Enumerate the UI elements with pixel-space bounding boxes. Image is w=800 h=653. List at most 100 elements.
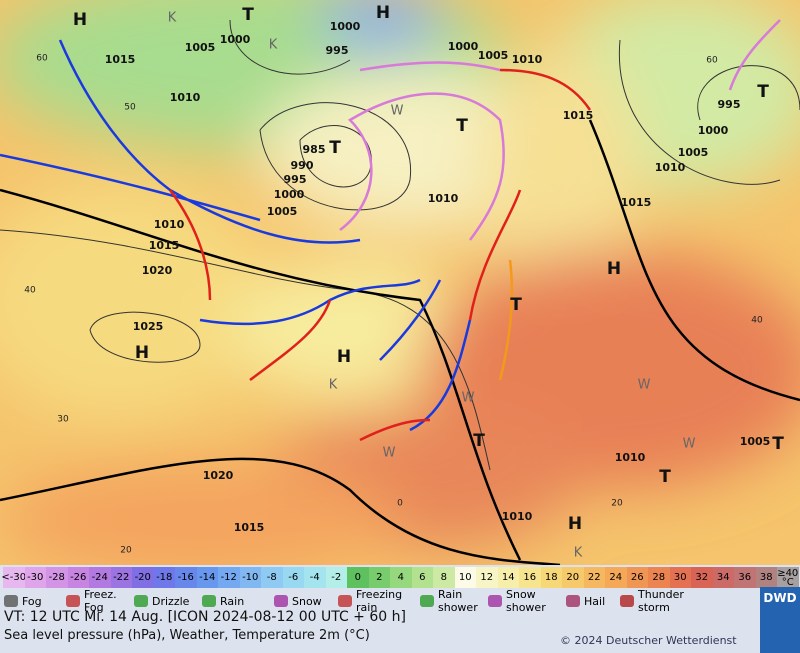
scale-item: -2 [325,567,347,588]
fronts [0,19,781,442]
legend-icon [134,595,148,607]
pressure-label: 1005 [185,41,216,54]
grid-label: 50 [124,103,136,113]
pressure-label: 1010 [502,510,533,523]
pressure-label: 1000 [220,33,251,46]
pressure-label: 1015 [234,521,265,534]
scale-item: 22 [583,567,605,588]
pressure-label: 1015 [563,109,594,122]
center-label: T [456,116,468,136]
pressure-label: 990 [291,159,314,172]
grid-label: 60 [706,56,718,66]
pressure-label: 995 [718,98,741,111]
legend-item: Fog [4,590,64,612]
scale-item: 4 [390,567,412,588]
legend-icon [338,595,352,607]
scale-item: 34 [712,567,734,588]
pressure-label: 1010 [154,218,185,231]
center-label: H [376,3,390,23]
legend-item: Freez. Fog [66,588,132,614]
scale-item: <-30 [1,567,26,588]
pressure-label: 1000 [274,188,305,201]
grid-label: 40 [751,316,763,326]
scale-item: 38 [755,567,777,588]
pressure-label: 1000 [330,20,361,33]
pressure-label: 1020 [142,264,173,277]
pressure-label: 1005 [267,205,298,218]
pressure-label: 995 [284,173,307,186]
scale-item: -26 [67,567,89,588]
center-label: T [757,82,769,102]
legend-label: Snow [292,594,322,608]
grid-label: 40 [24,286,36,296]
legend-label: Rain shower [438,588,478,614]
legend-item: Rain [202,590,272,612]
center-label: K [269,38,278,53]
scale-item: 14 [497,567,519,588]
scale-item: 2 [368,567,390,588]
center-label: W [683,437,696,452]
center-label: H [73,10,87,30]
subtitle: Sea level pressure (hPa), Weather, Tempe… [4,628,370,643]
pressure-label: 1000 [698,124,729,137]
center-label: W [383,446,396,461]
grid-label: 30 [57,415,69,425]
center-label: K [574,546,583,561]
scale-item: 0 [347,567,369,588]
legend-label: Freezing rain [356,588,403,614]
scale-item: -16 [175,567,197,588]
scale-item: 20 [562,567,584,588]
center-label: H [337,347,351,367]
center-label: T [510,295,522,315]
center-label: K [329,378,338,393]
temperature-field [0,0,800,565]
scale-item: -28 [46,567,68,588]
scale-item: -14 [196,567,218,588]
scale-item: -4 [304,567,326,588]
scale-item: -22 [110,567,132,588]
scale-item: 10 [454,567,476,588]
legend-icon [620,595,634,607]
scale-item: 24 [605,567,627,588]
pressure-label: 1020 [203,469,234,482]
scale-item: -12 [218,567,240,588]
pressure-label: 1005 [478,49,509,62]
pressure-label: 1010 [615,451,646,464]
grid-label: 60 [36,54,48,64]
scale-item: -6 [282,567,304,588]
pressure-label: 1015 [621,196,652,209]
legend-item: Snow shower [488,588,564,614]
legend-label: Hail [584,594,606,608]
center-label: T [242,5,254,25]
scale-item: -18 [153,567,175,588]
pressure-label: 985 [303,143,326,156]
legend-label: Thunder storm [638,588,684,614]
center-label: W [391,104,404,119]
center-label: H [568,514,582,534]
pressure-label: 1010 [655,161,686,174]
center-label: W [638,378,651,393]
grid-label: 0 [397,499,403,509]
scale-item: -24 [89,567,111,588]
center-label: T [329,138,341,158]
legend-label: Drizzle [152,594,190,608]
scale-item: -10 [239,567,261,588]
center-label: K [168,11,177,26]
legend-icon [420,595,434,607]
scale-item: 12 [476,567,498,588]
logo-text: DWD [763,591,797,605]
legend-icon [66,595,80,607]
logo: DWD [760,587,800,653]
center-label: T [772,434,784,454]
center-label: W [462,391,475,406]
legend-item: Drizzle [134,590,200,612]
legend-item: Freezing rain [338,588,418,614]
pressure-label: 995 [326,44,349,57]
scale-item: ≥40 °C [777,567,799,588]
troughs [0,119,800,565]
scale-item: -20 [132,567,154,588]
grid-label: 20 [120,546,132,556]
pressure-label: 1010 [512,53,543,66]
legend-icon [566,595,580,607]
